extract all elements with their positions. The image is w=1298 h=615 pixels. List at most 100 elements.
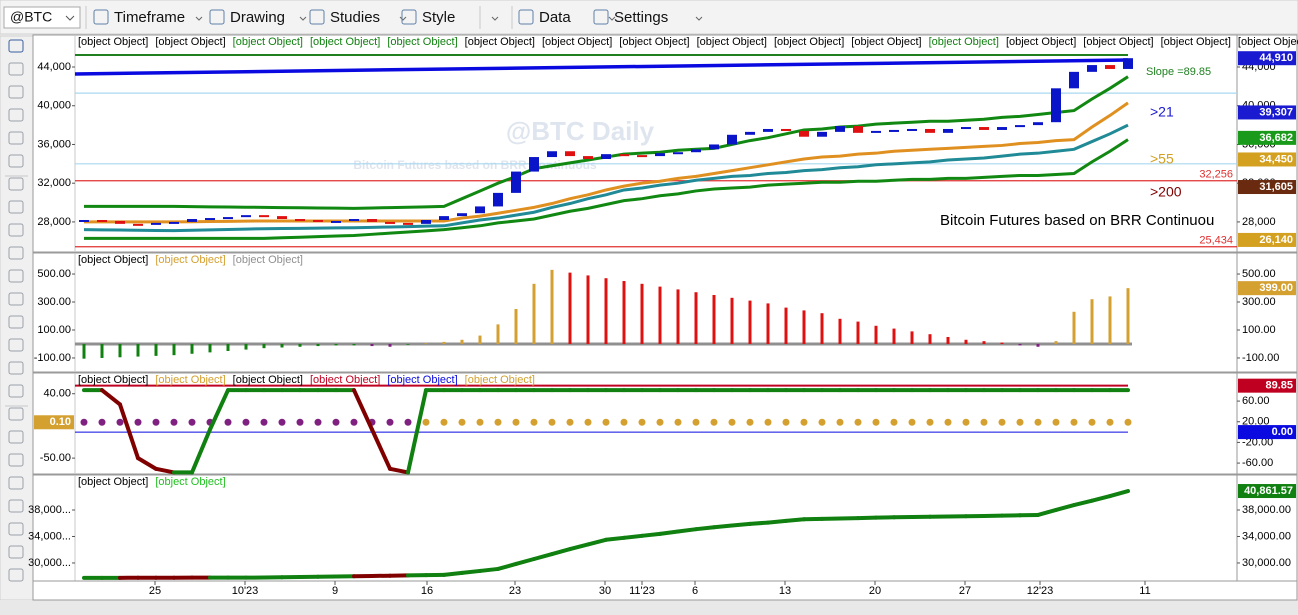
- menu-item[interactable]: Timeframe: [114, 9, 185, 26]
- y-tick-label-right: 500.00: [1242, 268, 1276, 280]
- tool-button[interactable]: [8, 62, 24, 76]
- x-tick-label: 27: [959, 585, 971, 597]
- status-bar: [0, 600, 1298, 615]
- candle: [277, 216, 287, 220]
- menu-item[interactable]: Settings: [614, 9, 668, 26]
- histogram-bar: [334, 343, 338, 346]
- signal-dot: [710, 418, 718, 426]
- symbol-box[interactable]: [3, 6, 81, 29]
- tool-button[interactable]: [8, 499, 24, 513]
- signal-dot: [80, 418, 88, 426]
- histogram-bar: [262, 343, 266, 349]
- study-header: [object Object]: [78, 254, 148, 266]
- y-tick-label: -50.00: [40, 452, 71, 464]
- signal-dot: [1106, 418, 1114, 426]
- price-label-box: [34, 415, 74, 430]
- histogram-bar: [658, 286, 662, 344]
- menu-item[interactable]: Drawing: [230, 9, 285, 26]
- oscillator-segment: [190, 427, 212, 475]
- price-label-box: [1238, 51, 1296, 66]
- candle: [385, 221, 395, 224]
- menu-item[interactable]: Style: [422, 9, 455, 26]
- histogram-bar: [856, 321, 860, 344]
- symbol-input[interactable]: @BTC: [10, 9, 52, 25]
- tool-button[interactable]: [8, 453, 24, 467]
- histogram-bar: [1072, 311, 1076, 344]
- histogram-bar: [874, 325, 878, 344]
- price-level-label: 32,256: [1199, 169, 1233, 181]
- tool-button[interactable]: [8, 545, 24, 559]
- signal-dot: [458, 418, 466, 426]
- tool-button[interactable]: [8, 522, 24, 536]
- signal-dot: [224, 418, 232, 426]
- price-label-box: [1238, 130, 1296, 145]
- oscillator-segment: [370, 427, 392, 471]
- signal-dot: [512, 418, 520, 426]
- menu-icon: [93, 9, 109, 25]
- study-header: [object Object]: [619, 36, 689, 48]
- tool-button[interactable]: [8, 430, 24, 444]
- tool-button[interactable]: [8, 154, 24, 168]
- tool-button[interactable]: [8, 85, 24, 99]
- tool-button[interactable]: [8, 223, 24, 237]
- signal-dot: [1088, 418, 1096, 426]
- signal-dot: [1016, 418, 1024, 426]
- price-label: 399.00: [1259, 282, 1293, 294]
- tool-button[interactable]: [8, 246, 24, 260]
- histogram-bar: [910, 331, 914, 344]
- tool-button[interactable]: [8, 476, 24, 490]
- candle: [619, 154, 629, 157]
- signal-dot: [890, 418, 898, 426]
- tool-button[interactable]: [8, 269, 24, 283]
- signal-dot: [656, 418, 664, 426]
- tool-button[interactable]: [8, 361, 24, 375]
- candle: [115, 220, 125, 224]
- menu-item[interactable]: Data: [539, 9, 571, 26]
- candle: [817, 131, 827, 137]
- tool-button[interactable]: [8, 407, 24, 421]
- annotation: Slope =89.85: [1146, 66, 1211, 78]
- tool-button[interactable]: [8, 384, 24, 398]
- tool-button[interactable]: [8, 177, 24, 191]
- histogram-bar: [406, 343, 410, 345]
- line-segment: [784, 517, 806, 523]
- candle: [169, 221, 179, 224]
- signal-dot: [764, 418, 772, 426]
- signal-dot: [800, 418, 808, 426]
- signal-dot: [584, 418, 592, 426]
- candle: [799, 130, 809, 137]
- tool-button[interactable]: [8, 315, 24, 329]
- menu-item[interactable]: Studies: [330, 9, 380, 26]
- x-tick-label: 30: [599, 585, 611, 597]
- signal-dot: [134, 418, 142, 426]
- trendline: [74, 58, 1129, 76]
- histogram-bar: [388, 343, 392, 347]
- moving-average: [83, 123, 1129, 233]
- tool-button[interactable]: [8, 292, 24, 306]
- study-header: [object Object]: [78, 374, 148, 386]
- candle: [1015, 125, 1025, 128]
- y-tick-label: 36,000: [37, 138, 71, 150]
- study-header: [object Object]: [233, 374, 303, 386]
- signal-dot: [332, 418, 340, 426]
- line-segment: [460, 568, 482, 575]
- signal-dot: [1070, 418, 1078, 426]
- price-label: 39,307: [1259, 106, 1293, 118]
- line-segment: [550, 547, 572, 557]
- menu-icon: [309, 9, 325, 25]
- histogram-bar: [550, 269, 554, 344]
- tool-button[interactable]: [8, 338, 24, 352]
- tool-button[interactable]: [8, 200, 24, 214]
- price-label: 40,861.57: [1244, 485, 1293, 497]
- histogram-bar: [622, 281, 626, 344]
- candle: [1123, 58, 1133, 69]
- histogram-bar: [100, 343, 104, 358]
- tool-button[interactable]: [8, 131, 24, 145]
- tool-button[interactable]: [8, 568, 24, 582]
- dropdown-arrow: [399, 16, 407, 21]
- candle: [295, 219, 305, 222]
- candle: [1087, 65, 1097, 72]
- tool-button[interactable]: [8, 39, 24, 53]
- tool-button[interactable]: [8, 108, 24, 122]
- candle: [457, 213, 467, 217]
